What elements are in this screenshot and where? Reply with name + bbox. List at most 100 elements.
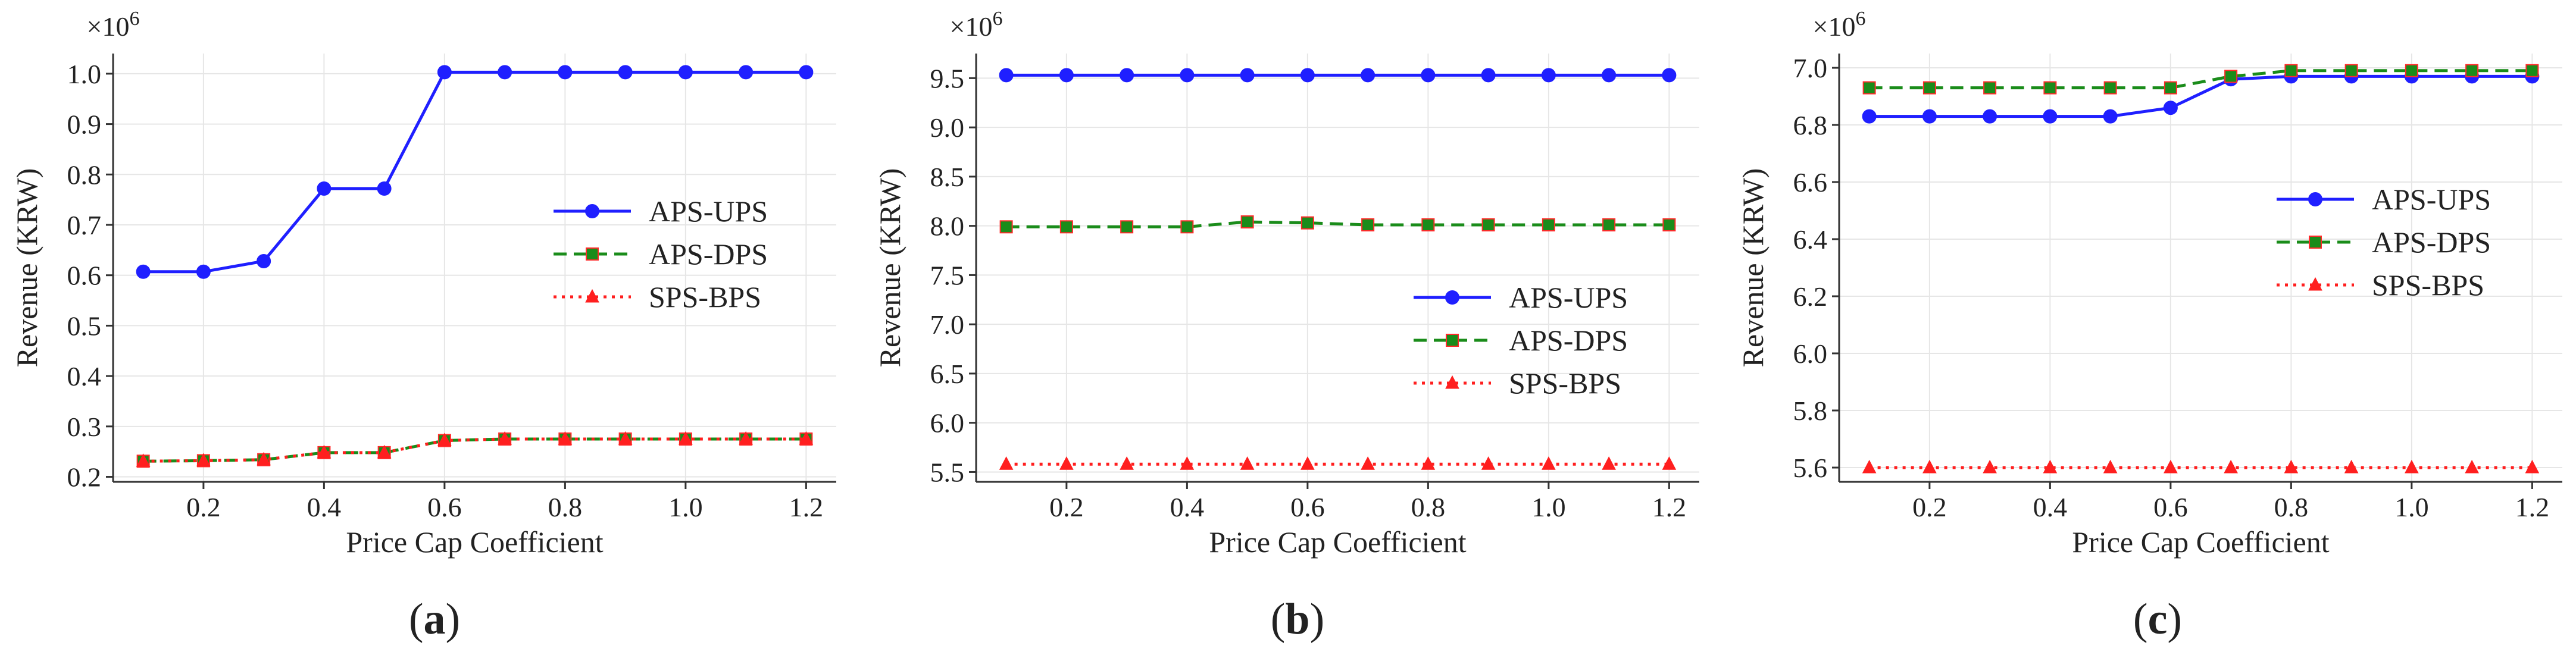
series-line-aps-dps [143, 437, 806, 463]
y-tick-label: 0.5 [67, 311, 102, 341]
legend-marker-aps-ups [2308, 192, 2322, 206]
data-point-aps-ups [799, 65, 814, 80]
data-point-aps-dps [1542, 218, 1555, 231]
y-tick-label: 0.2 [67, 462, 102, 493]
series-aps-dps [999, 215, 1676, 234]
data-point-sps-bps [739, 431, 753, 445]
data-point-aps-ups [1120, 68, 1134, 83]
chart-panel-c: 0.2 0.4 0.6 0.8 1.0 1.2 5.6 5.8 6.0 6.2 6.4 6.6 6.8 7… [1736, 8, 2562, 644]
data-point-sps-bps [2103, 459, 2118, 474]
data-point-aps-dps [2103, 81, 2117, 95]
legend: APS-UPS APS-DPS SPS-BPS [554, 195, 768, 314]
x-tick-label: 0.2 [1049, 492, 1084, 522]
data-point-sps-bps [618, 431, 633, 445]
legend-marker-aps-ups [1445, 290, 1459, 305]
y-tick-label: 5.6 [1793, 453, 1828, 483]
x-tick-label: 0.2 [1912, 492, 1947, 522]
data-point-sps-bps [558, 431, 573, 445]
data-point-aps-ups [618, 65, 633, 80]
legend-label-aps-dps: APS-DPS [2372, 225, 2491, 259]
panel-label-open-paren: ( [2133, 595, 2148, 644]
data-point-sps-bps [1983, 459, 1997, 474]
data-point-aps-dps [2525, 64, 2539, 77]
data-point-aps-dps [1862, 81, 1876, 95]
data-point-aps-dps [1180, 220, 1194, 234]
data-point-sps-bps [1180, 456, 1195, 470]
legend-label-aps-ups: APS-UPS [2372, 183, 2491, 216]
data-point-sps-bps [1059, 456, 1074, 470]
chart-panel-a: 0.2 0.4 0.6 0.8 1.0 1.2 0.2 0.3 0.4 0.5 0.6 0.7 0.8 0… [10, 8, 836, 644]
data-point-aps-dps [1059, 220, 1073, 234]
data-point-sps-bps [196, 453, 211, 466]
multiplier-exponent: 6 [1855, 8, 1865, 30]
y-tick-label: 6.2 [1793, 281, 1828, 312]
x-tick-label: 0.4 [307, 492, 342, 522]
data-point-aps-ups [1662, 68, 1677, 83]
data-point-aps-ups [136, 264, 151, 279]
x-tick-label: 1.2 [789, 492, 824, 522]
y-scale-multiplier: ×106 [950, 8, 1003, 42]
chart-panel-b: 0.2 0.4 0.6 0.8 1.0 1.2 5.5 6.0 6.5 7.0 7.5 8.0 8.5 9… [873, 8, 1699, 644]
y-tick-label: 0.9 [67, 109, 102, 140]
legend-label-sps-bps: SPS-BPS [1509, 366, 1621, 400]
data-point-aps-dps [2043, 81, 2057, 95]
x-tick-label: 0.6 [427, 492, 462, 522]
data-point-sps-bps [2284, 459, 2299, 474]
panel-label-close-paren: ) [446, 595, 461, 644]
data-point-aps-dps [1983, 81, 1997, 95]
data-point-sps-bps [1120, 456, 1134, 470]
y-tick-label: 0.4 [67, 361, 102, 391]
y-tick-label: 5.8 [1793, 396, 1828, 426]
data-point-aps-ups [1541, 68, 1556, 83]
data-point-aps-dps [999, 220, 1013, 234]
legend-marker-sps-bps [1445, 375, 1459, 389]
y-tick-label: 6.0 [930, 408, 965, 438]
series-sps-bps [999, 456, 1677, 470]
multiplier-exponent: 6 [992, 8, 1002, 30]
y-tick-label: 7.0 [930, 309, 965, 340]
data-point-sps-bps [136, 453, 151, 467]
data-point-aps-dps [2344, 64, 2358, 77]
series-line-aps-ups [143, 70, 806, 274]
series-line-aps-ups [1869, 74, 2533, 118]
panel-label-close-paren: ) [2167, 595, 2182, 644]
panel-label-letter: c [2148, 595, 2168, 644]
series-sps-bps [136, 431, 814, 467]
y-tick-label: 0.8 [67, 159, 102, 190]
data-point-sps-bps [2344, 459, 2359, 474]
y-tick-label: 9.5 [930, 63, 965, 93]
data-point-aps-ups [317, 181, 332, 196]
data-point-sps-bps [999, 456, 1014, 470]
data-point-aps-dps [1361, 218, 1375, 231]
data-point-aps-ups [739, 65, 754, 80]
data-point-sps-bps [2465, 459, 2479, 474]
data-point-sps-bps [1361, 456, 1375, 470]
x-tick-label: 1.2 [1652, 492, 1687, 522]
series-line-aps-dps [1869, 69, 2533, 90]
x-tick-label: 0.8 [2274, 492, 2309, 522]
legend-marker-aps-dps [1446, 334, 1459, 347]
data-point-aps-ups [257, 253, 271, 268]
x-tick-label: 0.8 [1411, 492, 1446, 522]
y-tick-label: 9.0 [930, 112, 965, 143]
legend-marker-sps-bps [585, 289, 599, 303]
series-aps-dps [1862, 64, 2539, 95]
panel-label-open-paren: ( [409, 595, 424, 644]
legend: APS-UPS APS-DPS SPS-BPS [1414, 281, 1628, 400]
data-point-sps-bps [1240, 456, 1255, 470]
legend-label-aps-ups: APS-UPS [649, 195, 768, 228]
x-tick-label: 0.6 [2153, 492, 2188, 522]
data-point-aps-ups [2163, 101, 2178, 115]
multiplier-base: ×10 [87, 11, 130, 42]
series-line-aps-dps [1006, 220, 1670, 228]
data-point-aps-ups [1481, 68, 1496, 83]
y-tick-label: 5.5 [930, 457, 965, 487]
data-point-sps-bps [1481, 456, 1496, 470]
y-tick-label: 0.3 [67, 412, 102, 442]
legend-marker-aps-ups [585, 204, 599, 218]
x-tick-label: 0.8 [548, 492, 583, 522]
y-tick-label: 6.6 [1793, 167, 1828, 198]
data-point-sps-bps [2164, 459, 2178, 474]
data-point-sps-bps [498, 431, 512, 445]
x-axis-title: Price Cap Coefficient [2072, 525, 2329, 559]
